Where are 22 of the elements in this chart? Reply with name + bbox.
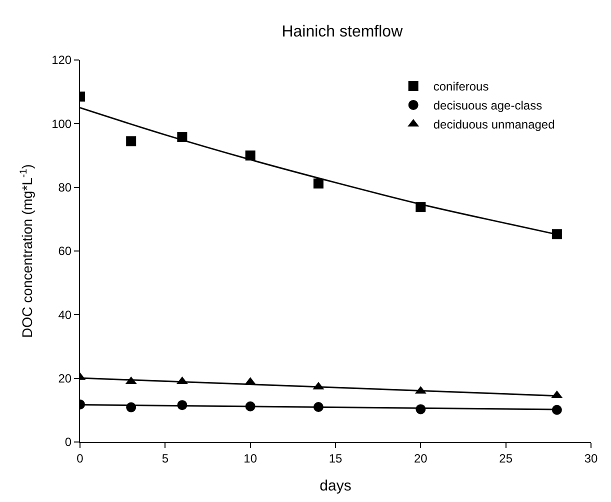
x-tick-label: 20 (414, 451, 428, 466)
y-tick-label: 120 (52, 53, 72, 68)
y-tick-label: 40 (58, 308, 72, 322)
y-tick-label: 0 (64, 435, 72, 450)
x-axis-title: days (320, 477, 352, 494)
x-tick-label: 30 (584, 451, 598, 466)
legend-label: deciduous unmanaged (433, 118, 555, 132)
x-tick-label: 10 (244, 451, 258, 466)
legend-label: decisuous age-class (433, 98, 542, 113)
point (313, 178, 324, 189)
y-tick-label: 20 (58, 372, 72, 386)
chart-title: Hainich stemflow (282, 23, 404, 40)
point (126, 136, 136, 146)
x-tick-label: 5 (162, 451, 169, 466)
x-tick-label: 25 (499, 451, 513, 466)
point (552, 229, 562, 240)
x-tick-label: 15 (328, 451, 342, 466)
x-tick-label: 0 (76, 451, 84, 466)
legend-label: coniferous (433, 80, 489, 94)
y-tick-label: 60 (58, 244, 72, 258)
y-tick-label: 100 (52, 116, 72, 131)
y-tick-label: 80 (58, 180, 72, 195)
